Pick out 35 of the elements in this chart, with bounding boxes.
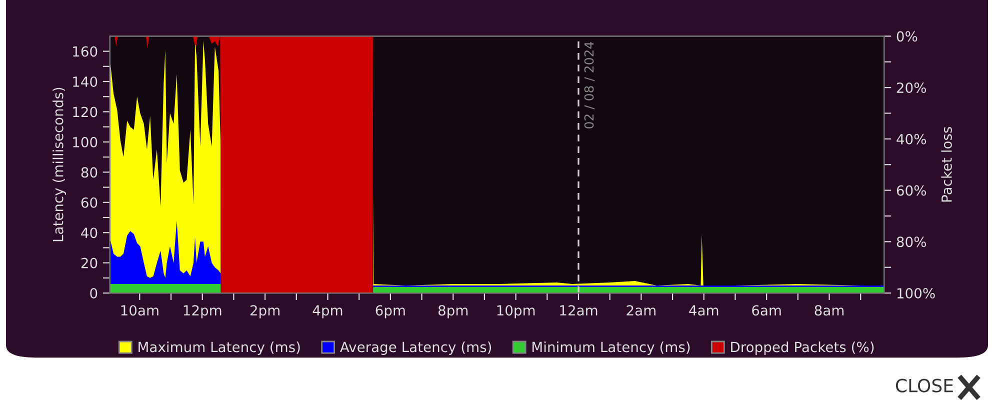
y-tick-label: 120 (73, 106, 98, 118)
y2-tick-label: 20% (896, 82, 926, 94)
legend-label: Minimum Latency (ms) (532, 342, 690, 355)
x-tick-label: 2am (626, 305, 656, 316)
legend-label: Average Latency (ms) (340, 342, 492, 355)
legend-label: Maximum Latency (ms) (138, 342, 300, 355)
y-tick-label: 160 (73, 46, 98, 57)
x-tick-label: 10pm (497, 305, 535, 318)
x-tick-label: 4am (689, 305, 718, 316)
x-tick-label: 10am (121, 305, 158, 316)
y-tick-label: 40 (81, 228, 98, 238)
y2-tick-label: 80% (896, 236, 926, 248)
y2-tick-label: 100% (897, 288, 935, 299)
text: CLOSE (896, 378, 953, 392)
y-tick-label: 0 (90, 288, 98, 299)
x-tick-label: 8pm (438, 305, 468, 318)
y-tick-label: 100 (73, 136, 98, 148)
legend-label: Dropped Packets (%) (731, 342, 874, 355)
y2-tick-label: 40% (896, 134, 926, 144)
y2-axis-title: Packet loss (941, 126, 952, 202)
x-tick-label: 12pm (184, 305, 222, 318)
x-tick-label: 12am (560, 305, 598, 316)
y-tick-label: 20 (81, 258, 98, 268)
x-tick-label: 4pm (312, 305, 342, 318)
y2-tick-label: 0% (896, 31, 918, 42)
y-tick-label: 60 (81, 197, 98, 208)
y-tick-label: 140 (73, 76, 98, 87)
x-tick-label: 8am (814, 305, 844, 316)
y-axis-title: Latency (milliseconds) (52, 88, 66, 242)
x-tick-label: 2pm (250, 305, 280, 318)
x-tick-label: 6am (752, 305, 781, 316)
ref-line-label: 02 / 08 / 2024 (584, 42, 595, 128)
x-tick-label: 6pm (376, 305, 405, 318)
y2-tick-label: 60% (896, 185, 926, 196)
y-tick-label: 80 (81, 167, 98, 178)
